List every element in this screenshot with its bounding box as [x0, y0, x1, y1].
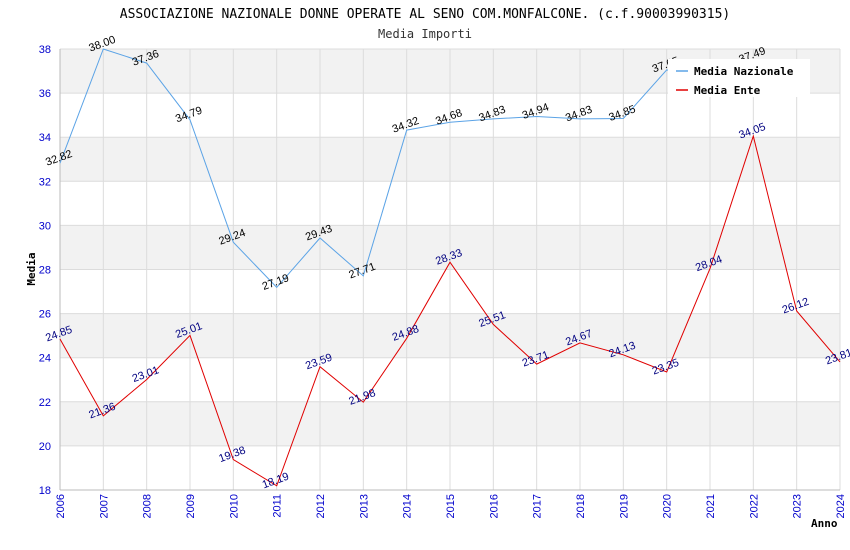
- x-tick-label: 2017: [532, 494, 544, 518]
- y-tick-label: 38: [39, 44, 51, 56]
- x-tick-label: 2022: [748, 494, 760, 518]
- x-tick-label: 2007: [98, 494, 110, 518]
- chart-subtitle: Media Importi: [378, 27, 472, 41]
- x-axis-ticks: 2006 2007 2008 2009 2010 2011 2012 2013 2014 2015…: [55, 494, 847, 518]
- y-tick-label: 24: [39, 353, 51, 365]
- y-tick-label: 20: [39, 441, 51, 453]
- y-tick-label: 30: [39, 220, 51, 232]
- y-tick-label: 18: [39, 485, 51, 497]
- x-tick-label: 2018: [575, 494, 587, 518]
- x-tick-label: 2012: [315, 494, 327, 518]
- x-tick-label: 2020: [662, 494, 674, 518]
- y-tick-label: 36: [39, 88, 51, 100]
- x-tick-label: 2021: [705, 494, 717, 518]
- x-tick-label: 2016: [488, 494, 500, 518]
- x-tick-label: 2009: [185, 494, 197, 518]
- x-tick-label: 2014: [402, 494, 414, 518]
- x-tick-label: 2024: [835, 494, 847, 518]
- y-tick-label: 26: [39, 309, 51, 321]
- x-tick-label: 2006: [55, 494, 67, 518]
- y-tick-label: 34: [39, 132, 51, 144]
- x-tick-label: 2013: [358, 494, 370, 518]
- chart-title: ASSOCIAZIONE NAZIONALE DONNE OPERATE AL …: [120, 7, 730, 22]
- x-tick-label: 2019: [618, 494, 630, 518]
- legend-label: Media Nazionale: [694, 65, 794, 78]
- x-axis-title: Anno: [811, 517, 838, 530]
- series-line-1: [59, 48, 754, 289]
- x-tick-label: 2008: [142, 494, 154, 518]
- legend-label: Media Ente: [694, 84, 761, 97]
- x-tick-label: 2023: [792, 494, 804, 518]
- y-axis-ticks: 18 20 22 24 26 28 30 32 34 36 38: [39, 44, 51, 497]
- series-lines: [59, 48, 841, 487]
- y-tick-label: 32: [39, 176, 51, 188]
- gridlines: [59, 48, 841, 491]
- y-tick-label: 22: [39, 397, 51, 409]
- legend: Media Nazionale Media Ente: [668, 59, 810, 97]
- x-tick-label: 2011: [272, 494, 284, 518]
- y-axis-title: Media: [25, 252, 38, 285]
- y-tick-label: 28: [39, 265, 51, 277]
- x-tick-label: 2010: [228, 494, 240, 518]
- legend-box: [668, 59, 810, 97]
- series-line-2: [59, 134, 841, 487]
- x-tick-label: 2015: [445, 494, 457, 518]
